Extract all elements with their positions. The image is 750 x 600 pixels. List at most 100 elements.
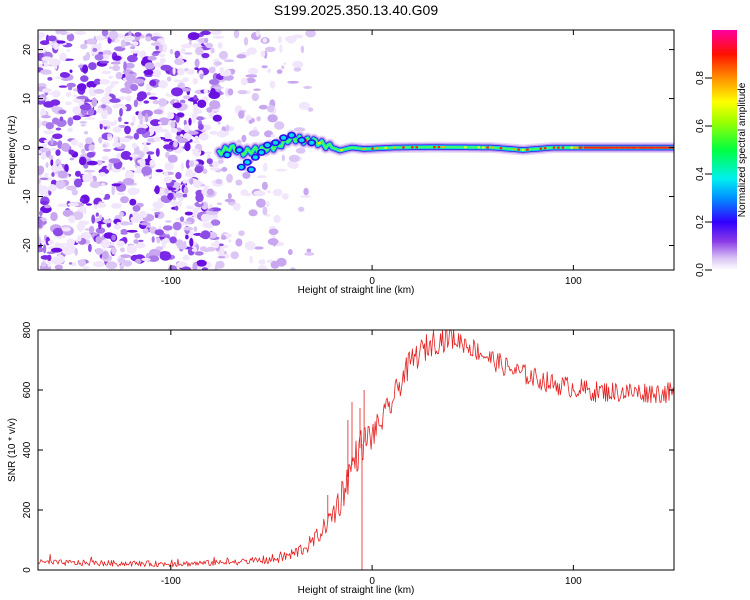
noise-blob xyxy=(57,170,68,179)
noise-blob xyxy=(40,108,47,117)
noise-blob xyxy=(59,116,64,122)
noise-blob xyxy=(272,188,283,197)
noise-blob xyxy=(84,143,91,152)
noise-blob xyxy=(208,231,218,239)
noise-blob xyxy=(62,209,74,217)
noise-blob xyxy=(199,73,204,80)
noise-blob xyxy=(39,177,49,180)
spectrogram-y-ticks: -20 -10 0 10 20 xyxy=(22,44,674,253)
noise-blob xyxy=(39,147,50,152)
colorbar-label: Normalized spectral amplitude xyxy=(737,82,748,217)
noise-blob xyxy=(98,136,103,144)
noise-blob xyxy=(276,69,283,74)
noise-blob xyxy=(88,144,95,152)
noise-blob xyxy=(197,266,202,269)
noise-blob xyxy=(233,30,240,39)
noise-blob xyxy=(158,121,162,125)
noise-blob xyxy=(80,43,88,50)
noise-blob xyxy=(220,235,227,240)
noise-blob xyxy=(39,40,50,46)
noise-blob xyxy=(245,74,258,78)
noise-blob xyxy=(60,142,70,152)
noise-blob xyxy=(211,242,215,247)
noise-blob xyxy=(53,64,58,70)
noise-blob xyxy=(188,160,194,167)
noise-blob xyxy=(175,172,182,180)
noise-blob xyxy=(69,69,73,73)
noise-blob xyxy=(103,55,109,60)
ridge-blob-core xyxy=(280,135,287,140)
noise-blob xyxy=(182,256,191,261)
noise-blob xyxy=(111,246,117,255)
noise-blob xyxy=(184,52,193,55)
noise-blob xyxy=(133,99,138,108)
noise-blob xyxy=(277,36,283,44)
noise-blob xyxy=(129,154,140,158)
noise-blob xyxy=(54,40,66,44)
noise-blob xyxy=(295,147,306,154)
noise-blob xyxy=(258,259,266,265)
noise-blob xyxy=(133,132,140,140)
noise-blob xyxy=(68,262,73,265)
frequency-ridge xyxy=(213,129,674,174)
ridge-blob-core xyxy=(252,155,258,160)
noise-blob xyxy=(257,264,268,270)
noise-blob xyxy=(150,42,161,46)
noise-blob xyxy=(178,201,182,207)
noise-blob xyxy=(71,262,77,267)
noise-blob xyxy=(260,50,266,58)
ridge-hotspot xyxy=(655,146,662,149)
noise-blob xyxy=(194,166,203,174)
noise-blob xyxy=(119,264,124,270)
noise-blob xyxy=(79,156,87,166)
noise-blob xyxy=(304,252,315,256)
noise-blob xyxy=(183,95,191,100)
noise-blob xyxy=(152,51,161,54)
noise-blob xyxy=(95,212,99,217)
noise-blob xyxy=(124,62,135,69)
noise-blob xyxy=(51,90,61,98)
noise-blob xyxy=(188,40,192,46)
noise-blob xyxy=(156,237,161,244)
noise-blob xyxy=(121,167,126,170)
noise-blob xyxy=(78,259,86,267)
noise-blob xyxy=(98,42,102,51)
ridge-hotspot xyxy=(340,149,343,152)
noise-blob xyxy=(273,214,281,224)
noise-blob xyxy=(57,243,69,247)
noise-blob xyxy=(233,202,241,211)
noise-blob xyxy=(96,159,103,166)
noise-blob xyxy=(126,229,138,233)
noise-blob xyxy=(122,260,132,267)
noise-blob xyxy=(59,72,69,78)
spectrogram-y-label: Frequency (Hz) xyxy=(7,116,18,185)
noise-blob xyxy=(206,188,214,196)
ridge-hotspot xyxy=(539,147,542,150)
noise-blob xyxy=(76,222,85,231)
noise-blob xyxy=(109,66,113,69)
noise-blob xyxy=(166,76,172,82)
noise-blob xyxy=(137,159,143,164)
noise-blob xyxy=(193,226,198,232)
ridge-hotspot xyxy=(583,146,590,149)
noise-blob xyxy=(205,42,214,49)
noise-blob xyxy=(188,32,200,41)
noise-blob xyxy=(169,236,177,244)
noise-blob xyxy=(138,239,144,243)
noise-blob xyxy=(76,95,89,100)
noise-blob xyxy=(103,197,108,200)
noise-blob xyxy=(157,38,165,43)
noise-blob xyxy=(57,203,68,208)
ridge-hotspot xyxy=(613,146,620,149)
noise-blob xyxy=(185,159,191,169)
ridge-hotspot xyxy=(517,148,520,151)
noise-blob xyxy=(120,87,130,94)
noise-blob xyxy=(212,161,220,167)
noise-blob xyxy=(257,175,267,179)
noise-blob xyxy=(292,60,304,69)
ridge-hotspot xyxy=(477,146,480,149)
noise-blob xyxy=(54,264,63,270)
noise-blob xyxy=(167,154,178,163)
noise-blob xyxy=(132,205,141,212)
noise-blob xyxy=(246,47,257,55)
